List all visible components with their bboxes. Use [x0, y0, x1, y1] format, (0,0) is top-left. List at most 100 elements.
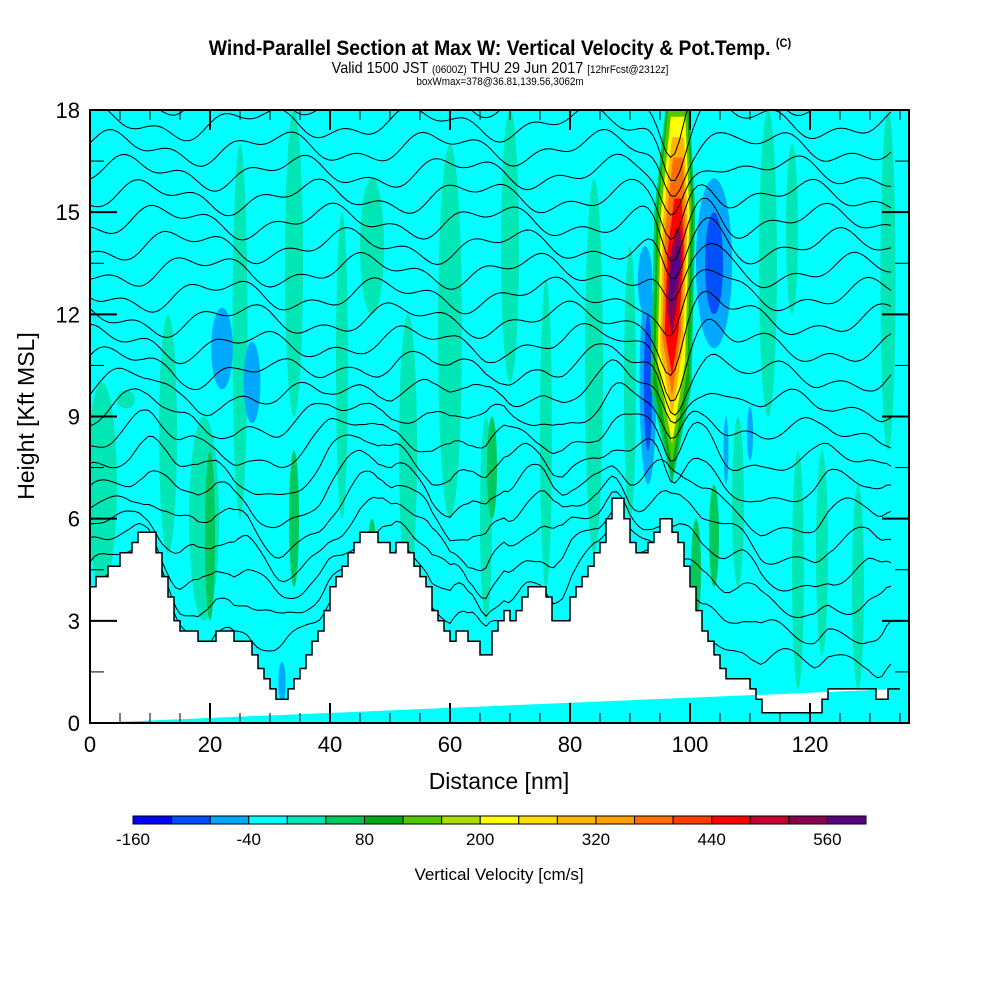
colorbar-tick-label: -160 [116, 830, 150, 849]
weak-updraft-band [501, 110, 519, 383]
weak-updraft-band [786, 144, 798, 315]
downdraft-region [723, 416, 729, 485]
colorbar-swatch [209, 815, 250, 825]
theta-contour [90, 449, 892, 537]
colorbar-swatch [749, 815, 790, 825]
colorbar-swatch [402, 815, 443, 825]
chart-subtitle: Valid 1500 JST (0600Z) THU 29 Jun 2017 [… [50, 60, 950, 78]
y-tick-label: 15 [56, 200, 80, 225]
theta-contour [106, 110, 892, 182]
weak-updraft-band [438, 144, 462, 519]
theta-contour [90, 178, 892, 241]
downdraft-region [747, 406, 753, 461]
theta-contour [90, 470, 892, 565]
colorbar-swatch [711, 815, 751, 825]
colorbar-tick-label: 560 [813, 830, 841, 849]
y-tick-label: 0 [68, 711, 80, 736]
colorbar-swatch [441, 815, 481, 825]
theta-contour [90, 382, 892, 449]
weak-updraft-band [759, 110, 777, 417]
y-axis-title: Height [Kft MSL] [13, 332, 39, 499]
colorbar-swatch [286, 815, 327, 825]
main-updraft-plume [650, 110, 696, 485]
moderate-updraft-band [487, 416, 497, 519]
weak-updraft-band [336, 212, 348, 519]
weak-updraft-band [285, 110, 303, 417]
weak-updraft-band [585, 178, 603, 553]
downdraft-region [243, 341, 261, 424]
colorbar-swatch [518, 815, 558, 825]
x-tick-label: 60 [438, 732, 462, 757]
copyright-mark: (C) [775, 36, 792, 50]
y-tick-label: 18 [56, 98, 80, 123]
downdraft-region [278, 661, 286, 703]
theta-contour [90, 318, 892, 402]
x-tick-label: 120 [792, 732, 829, 757]
downdraft-region [705, 212, 723, 315]
colorbar-tick-label: 440 [697, 830, 725, 849]
colorbar-tick-label: 80 [355, 830, 374, 849]
colorbar-tick-label: -40 [236, 830, 261, 849]
valid-time: Valid 1500 JST [331, 60, 428, 77]
weak-updraft-band [732, 416, 744, 587]
colorbar-swatch [325, 815, 365, 825]
colorbar-swatch [479, 815, 520, 825]
theta-contour [159, 110, 813, 159]
weak-updraft-band [399, 314, 417, 587]
theta-contour [90, 409, 892, 472]
theta-contour [90, 268, 892, 337]
theta-contour [90, 290, 892, 377]
theta-contour [90, 153, 892, 216]
theta-contour [90, 217, 892, 280]
colorbar-swatch [248, 815, 288, 825]
theta-contour [90, 197, 892, 262]
theta-contour [90, 128, 892, 198]
moderate-updraft-band [289, 450, 299, 587]
theta-contour [90, 242, 892, 302]
terrain-profile [90, 497, 900, 723]
downdraft-region [637, 246, 653, 315]
weak-updraft-band [117, 390, 135, 409]
x-tick-label: 0 [84, 732, 96, 757]
box-info: boxWmax=378@36.81,139.56,3062m [416, 76, 584, 88]
x-tick-label: 40 [318, 732, 342, 757]
moderate-updraft-band [205, 450, 215, 621]
weak-updraft-band [90, 382, 117, 587]
x-axis-title: Distance [nm] [429, 768, 570, 794]
downdraft-region [211, 307, 233, 390]
weak-updraft-band [852, 484, 864, 689]
forecast-info: [12hrFcst@2312z] [587, 64, 669, 76]
theta-contour [90, 343, 892, 416]
theta-contour [90, 510, 892, 619]
updraft-level-560 [669, 246, 681, 308]
chart-title: Wind-Parallel Section at Max W: Vertical… [40, 36, 960, 61]
colorbar-swatch [132, 815, 173, 825]
valid-utc: (0600Z) [431, 64, 467, 76]
theta-contour [90, 359, 892, 424]
colorbar-swatch [363, 815, 404, 825]
y-tick-label: 6 [68, 507, 80, 532]
theta-contours [90, 110, 892, 679]
colorbar-swatch [672, 815, 713, 825]
colorbar-swatch [595, 815, 636, 825]
theta-contour [90, 491, 892, 592]
theta-contour [90, 537, 892, 679]
title-text: Wind-Parallel Section at Max W: Vertical… [208, 37, 771, 60]
colorbar-swatch [556, 815, 597, 825]
colorbar: -160 -40 80 200 320 440 560 [116, 815, 867, 849]
moderate-updraft-band [709, 484, 719, 587]
colorbar-swatch [634, 815, 674, 825]
theta-contour [90, 434, 892, 503]
x-tick-label: 20 [198, 732, 222, 757]
y-tick-label: 9 [68, 405, 80, 430]
weak-updraft-band [360, 178, 384, 315]
valid-date: THU 29 Jun 2017 [470, 60, 584, 77]
weak-updraft-band [880, 110, 896, 451]
y-tick-label: 12 [56, 302, 80, 327]
colorbar-tick-label: 200 [466, 830, 494, 849]
theta-contour [90, 525, 892, 645]
x-tick-label: 80 [558, 732, 582, 757]
colorbar-title: Vertical Velocity [cm/s] [414, 865, 583, 884]
weak-updraft-band [624, 246, 636, 519]
